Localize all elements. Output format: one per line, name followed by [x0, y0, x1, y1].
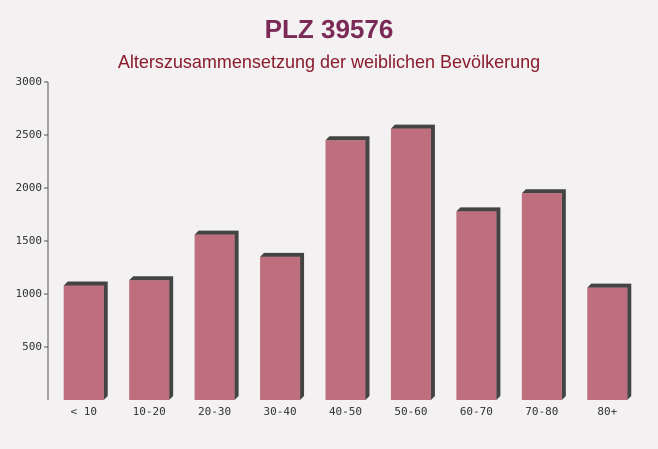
bar	[63, 285, 104, 400]
x-tick-label: 30-40	[263, 405, 296, 418]
x-tick-label: 60-70	[460, 405, 493, 418]
bar	[325, 140, 366, 401]
bar	[587, 287, 628, 400]
bar	[521, 193, 562, 400]
bar	[260, 256, 301, 400]
x-tick-label: 80+	[597, 405, 617, 418]
y-tick-label: 2000	[16, 181, 43, 194]
y-tick-label: 500	[22, 340, 42, 353]
x-tick-label: 40-50	[329, 405, 362, 418]
y-tick-label: 1000	[16, 287, 43, 300]
x-tick-label: 20-30	[198, 405, 231, 418]
bar	[456, 211, 497, 400]
bar	[194, 234, 235, 400]
y-tick-label: 1500	[16, 234, 43, 247]
x-tick-label: 10-20	[133, 405, 166, 418]
y-tick-label: 3000	[16, 75, 43, 88]
x-tick-label: 70-80	[525, 405, 558, 418]
bar	[390, 128, 431, 400]
x-tick-label: < 10	[70, 405, 97, 418]
chart-title: PLZ 39576	[265, 14, 394, 44]
y-tick-label: 2500	[16, 128, 43, 141]
bar	[129, 280, 170, 400]
x-tick-label: 50-60	[394, 405, 427, 418]
chart-subtitle: Alterszusammensetzung der weiblichen Bev…	[118, 52, 540, 72]
